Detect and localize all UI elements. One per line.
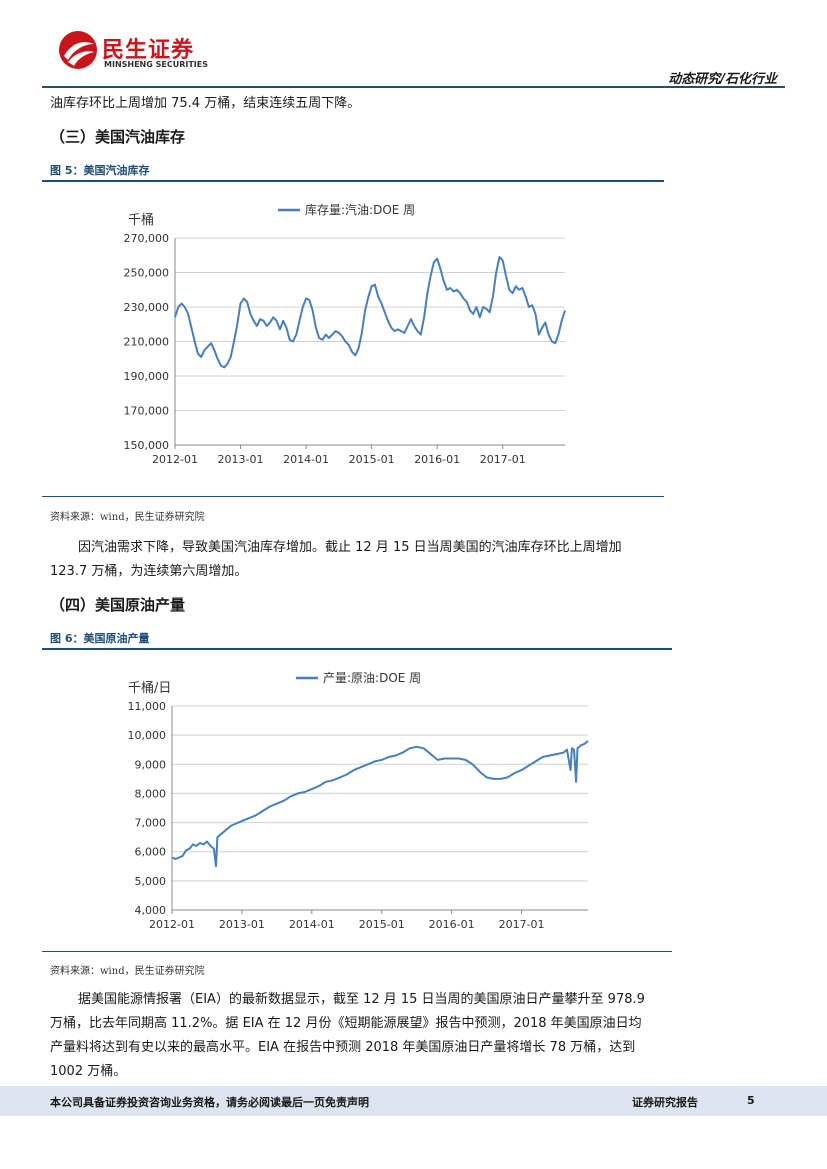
gasoline-chart-unit-label: 千桶 — [128, 213, 154, 228]
production-chart-x-tick-label: 2015-01 — [359, 918, 405, 931]
figure6-top-rule — [42, 648, 672, 650]
production-chart-y-tick-label: 5,000 — [135, 875, 167, 888]
gasoline-chart-y-tick-label: 250,000 — [124, 267, 170, 280]
figure5-caption: 图 5：美国汽油库存 — [50, 164, 150, 177]
footer-report-type: 证券研究报告 — [632, 1096, 698, 1109]
production-chart-y-tick-label: 7,000 — [135, 817, 167, 830]
production-chart-x-tick-label: 2013-01 — [219, 918, 265, 931]
header-divider — [42, 86, 785, 88]
report-category: 动态研究/石化行业 — [668, 72, 777, 87]
gasoline-chart-y-tick-label: 210,000 — [124, 336, 170, 349]
gasoline-chart-x-tick-label: 2015-01 — [349, 453, 395, 466]
figure6-source: 资料来源：wind，民生证券研究院 — [50, 966, 205, 977]
paragraph-production: 据美国能源情报署（EIA）的最新数据显示，截至 12 月 15 日当周的美国原油… — [50, 992, 645, 1079]
page-footer: 本公司具备证券投资咨询业务资格，请务必阅读最后一页免责声明 证券研究报告 5 — [0, 1086, 827, 1116]
production-chart-y-tick-label: 6,000 — [135, 846, 167, 859]
footer-disclaimer: 本公司具备证券投资咨询业务资格，请务必阅读最后一页免责声明 — [50, 1096, 369, 1109]
crude-production-chart: 千桶/日 产量:原油:DOE 周 4,000 5,000 6,000 7,000 8,000… — [128, 671, 589, 931]
page-number: 5 — [747, 1094, 755, 1107]
production-chart-x-tick-label: 2017-01 — [499, 918, 545, 931]
production-chart-y-tick-label: 10,000 — [128, 729, 167, 742]
gasoline-inventory-chart: 千桶 库存量:汽油:DOE 周 150,000 170,000 190,000 210,0… — [124, 202, 566, 466]
production-chart-y-tick-label: 4,000 — [135, 904, 167, 917]
company-logo: 民生证券 MINSHENG SECURITIES — [58, 28, 218, 74]
gasoline-chart-x-tick-label: 2017-01 — [480, 453, 526, 466]
production-chart-series-line — [171, 740, 589, 868]
production-chart-x-tick-label: 2012-01 — [149, 918, 195, 931]
figure6-caption: 图 6：美国原油产量 — [50, 632, 150, 645]
figure5-source: 资料来源：wind，民生证券研究院 — [50, 512, 205, 523]
logo-chinese-name: 民生证券 — [102, 38, 195, 63]
figure5-bottom-rule — [42, 496, 664, 497]
gasoline-chart-series-line — [174, 256, 566, 369]
gasoline-chart-y-tick-label: 270,000 — [124, 232, 170, 245]
logo-mark-icon — [59, 31, 97, 69]
gasoline-chart-x-tick-label: 2014-01 — [283, 453, 329, 466]
figure5-top-rule — [42, 180, 664, 182]
gasoline-chart-y-tick-label: 150,000 — [124, 439, 170, 452]
gasoline-chart-y-tick-label: 170,000 — [124, 405, 170, 418]
figure6-bottom-rule — [42, 951, 672, 952]
logo-english-name: MINSHENG SECURITIES — [104, 60, 208, 69]
gasoline-chart-legend-label: 库存量:汽油:DOE 周 — [305, 202, 415, 217]
production-chart-x-tick-label: 2016-01 — [429, 918, 475, 931]
production-chart-y-tick-label: 11,000 — [128, 700, 167, 713]
gasoline-chart-x-tick-label: 2013-01 — [218, 453, 264, 466]
section-title-production: （四）美国原油产量 — [50, 596, 186, 614]
gasoline-chart-x-tick-label: 2012-01 — [152, 453, 198, 466]
production-chart-x-tick-label: 2014-01 — [289, 918, 335, 931]
production-chart-unit-label: 千桶/日 — [128, 681, 171, 696]
production-chart-y-tick-label: 8,000 — [135, 787, 167, 800]
production-chart-legend-label: 产量:原油:DOE 周 — [323, 671, 421, 685]
gasoline-chart-y-tick-label: 190,000 — [124, 370, 170, 383]
paragraph-distillate: 油库存环比上周增加 75.4 万桶，结束连续五周下降。 — [50, 96, 361, 111]
production-chart-y-tick-label: 9,000 — [135, 758, 167, 771]
gasoline-chart-x-tick-label: 2016-01 — [414, 453, 460, 466]
section-title-gasoline: （三）美国汽油库存 — [50, 128, 186, 146]
paragraph-gasoline: 因汽油需求下降，导致美国汽油库存增加。截止 12 月 15 日当周美国的汽油库存… — [50, 540, 622, 579]
gasoline-chart-y-tick-label: 230,000 — [124, 301, 170, 314]
